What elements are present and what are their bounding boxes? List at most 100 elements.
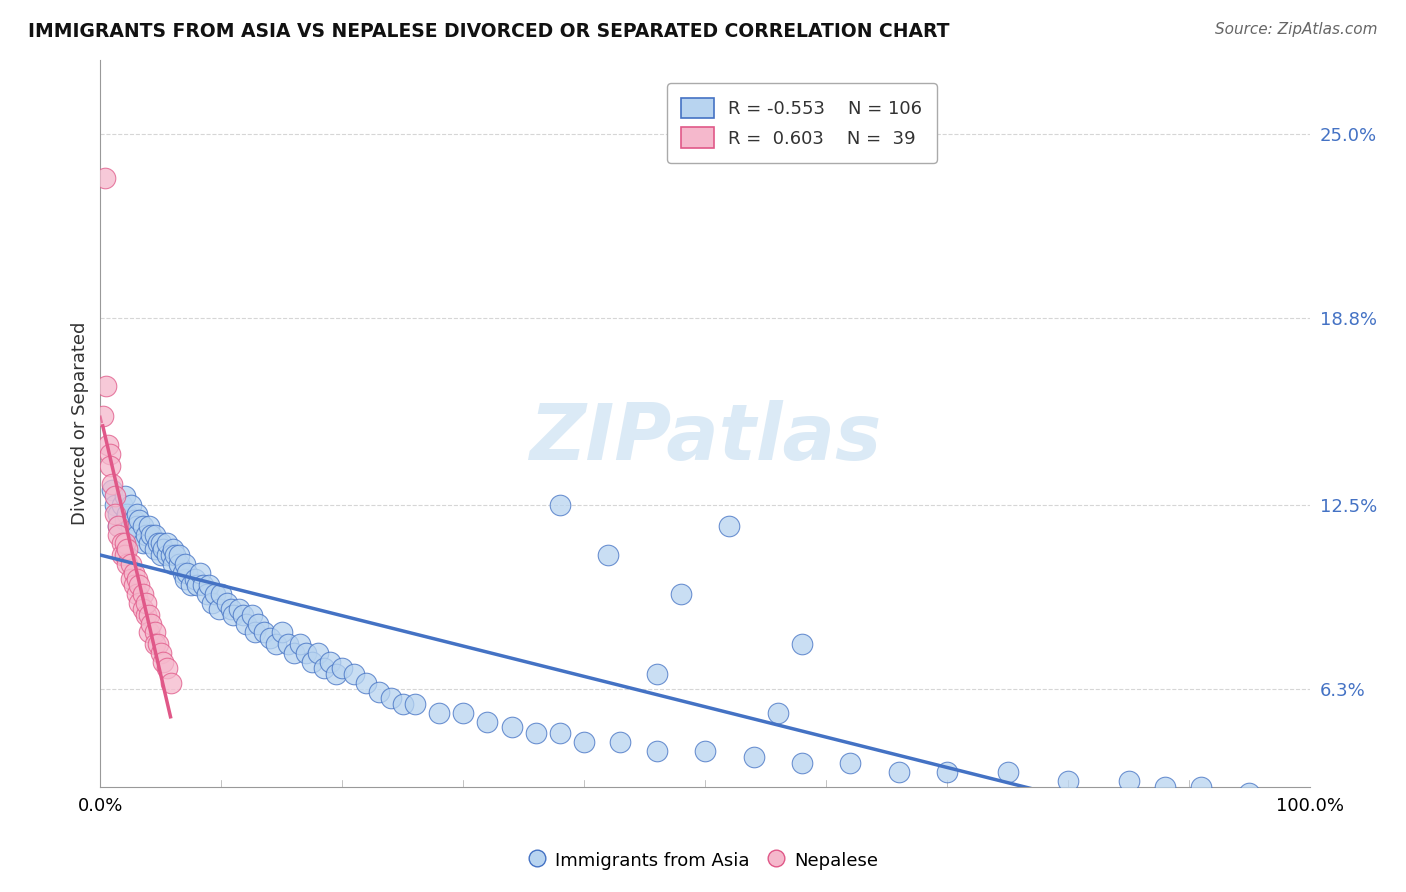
Point xyxy=(104,498,127,512)
Point xyxy=(131,587,153,601)
Point xyxy=(122,566,145,581)
Point xyxy=(1057,773,1080,788)
Point xyxy=(138,518,160,533)
Point xyxy=(128,578,150,592)
Point xyxy=(125,587,148,601)
Point xyxy=(451,706,474,720)
Point xyxy=(135,527,157,541)
Point xyxy=(135,607,157,622)
Point xyxy=(148,536,170,550)
Point xyxy=(264,637,287,651)
Point xyxy=(131,518,153,533)
Point xyxy=(997,764,1019,779)
Point xyxy=(114,536,136,550)
Point xyxy=(598,549,620,563)
Point xyxy=(246,616,269,631)
Point xyxy=(548,498,571,512)
Point xyxy=(277,637,299,651)
Point xyxy=(288,637,311,651)
Point xyxy=(718,518,741,533)
Point xyxy=(115,507,138,521)
Point xyxy=(152,655,174,669)
Text: IMMIGRANTS FROM ASIA VS NEPALESE DIVORCED OR SEPARATED CORRELATION CHART: IMMIGRANTS FROM ASIA VS NEPALESE DIVORCE… xyxy=(28,22,949,41)
Point xyxy=(111,498,134,512)
Point xyxy=(107,507,129,521)
Point xyxy=(125,518,148,533)
Point xyxy=(114,549,136,563)
Point xyxy=(107,518,129,533)
Point xyxy=(107,527,129,541)
Point xyxy=(159,676,181,690)
Point xyxy=(115,542,138,557)
Point xyxy=(209,587,232,601)
Point xyxy=(167,549,190,563)
Point xyxy=(174,558,197,572)
Point xyxy=(96,379,118,393)
Point xyxy=(167,558,190,572)
Text: Source: ZipAtlas.com: Source: ZipAtlas.com xyxy=(1215,22,1378,37)
Point xyxy=(790,756,813,770)
Point xyxy=(427,706,450,720)
Point xyxy=(325,667,347,681)
Point xyxy=(104,507,127,521)
Point xyxy=(101,477,124,491)
Point xyxy=(114,513,136,527)
Point xyxy=(669,587,692,601)
Point xyxy=(1118,773,1140,788)
Point xyxy=(174,572,197,586)
Point xyxy=(766,706,789,720)
Point xyxy=(183,572,205,586)
Point xyxy=(143,542,166,557)
Point xyxy=(839,756,862,770)
Point xyxy=(143,527,166,541)
Point xyxy=(501,721,523,735)
Point xyxy=(156,661,179,675)
Point xyxy=(138,625,160,640)
Point xyxy=(195,587,218,601)
Point xyxy=(695,744,717,758)
Point xyxy=(574,735,596,749)
Point xyxy=(162,542,184,557)
Point xyxy=(120,558,142,572)
Point xyxy=(131,536,153,550)
Point xyxy=(645,667,668,681)
Point xyxy=(111,536,134,550)
Point xyxy=(186,578,208,592)
Point xyxy=(240,607,263,622)
Point xyxy=(198,578,221,592)
Point xyxy=(138,536,160,550)
Point xyxy=(548,726,571,740)
Point xyxy=(330,661,353,675)
Point xyxy=(128,513,150,527)
Point xyxy=(1189,780,1212,794)
Point xyxy=(125,572,148,586)
Point xyxy=(143,637,166,651)
Point xyxy=(138,607,160,622)
Point xyxy=(91,409,114,423)
Point xyxy=(120,498,142,512)
Point xyxy=(232,607,254,622)
Point xyxy=(98,459,121,474)
Legend: Immigrants from Asia, Nepalese: Immigrants from Asia, Nepalese xyxy=(520,842,886,879)
Point xyxy=(180,578,202,592)
Y-axis label: Divorced or Separated: Divorced or Separated xyxy=(72,321,89,524)
Point xyxy=(149,549,172,563)
Point xyxy=(217,596,239,610)
Point xyxy=(253,625,276,640)
Point xyxy=(148,637,170,651)
Point xyxy=(201,596,224,610)
Point xyxy=(243,625,266,640)
Point xyxy=(1153,780,1175,794)
Point xyxy=(162,558,184,572)
Point xyxy=(97,438,120,452)
Point xyxy=(131,601,153,615)
Point xyxy=(141,616,163,631)
Point xyxy=(101,483,124,497)
Point xyxy=(149,646,172,660)
Point xyxy=(314,661,336,675)
Point xyxy=(259,632,281,646)
Point xyxy=(172,566,194,581)
Point xyxy=(319,655,342,669)
Point xyxy=(193,578,215,592)
Point xyxy=(228,601,250,615)
